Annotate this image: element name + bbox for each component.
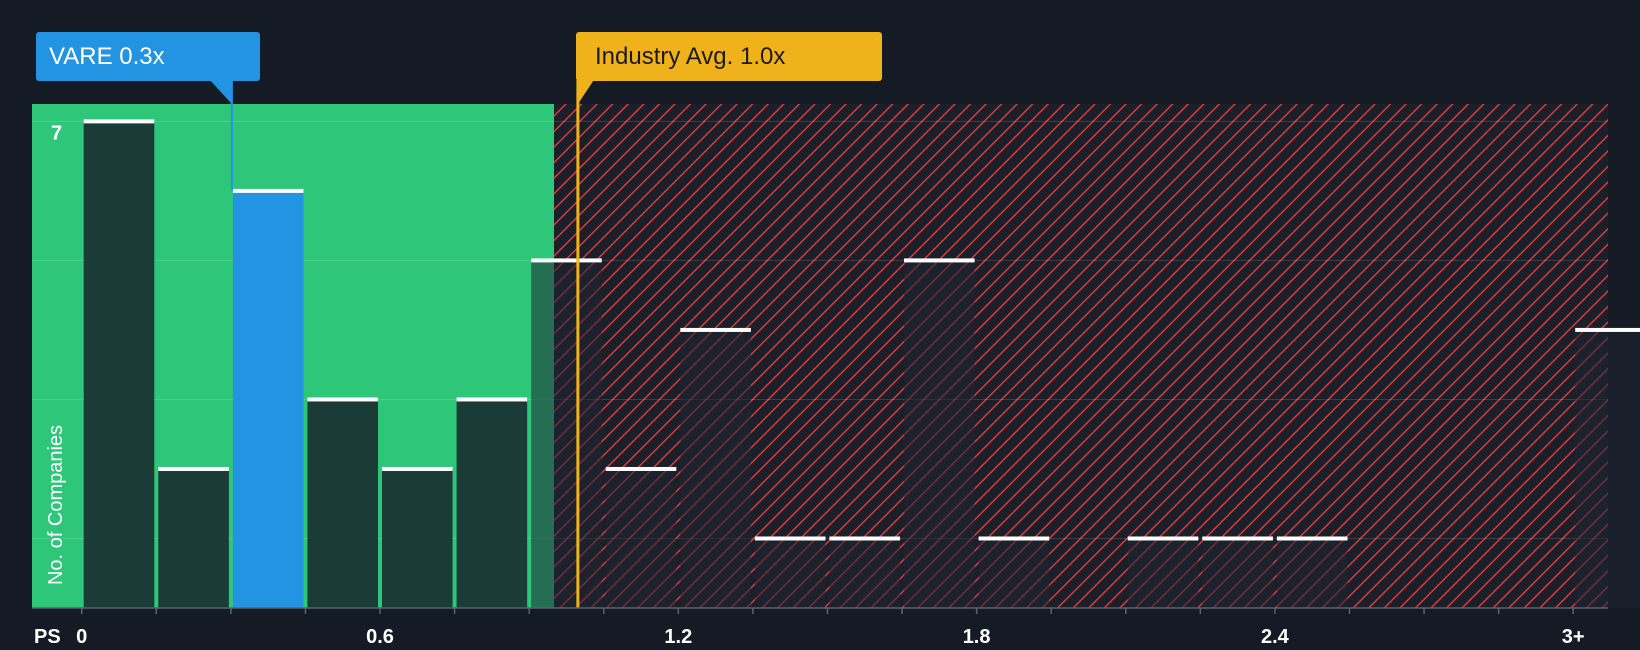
histogram-bar-10 (829, 538, 901, 608)
histogram-bar-6 (531, 260, 602, 608)
bar-cap-1 (158, 466, 229, 471)
bar-cap-11 (904, 258, 975, 263)
x-tick-label: 0 (76, 626, 87, 648)
bar-cap-6 (531, 258, 602, 263)
histogram-bar-3 (307, 399, 379, 608)
x-tick-label: 0.6 (366, 626, 394, 648)
industry-average-callout: Industry Avg. 1.0x (576, 32, 882, 81)
histogram-bar-16 (1276, 538, 1348, 608)
bar-cap-0 (83, 119, 155, 124)
histogram-bar-11 (904, 260, 975, 608)
bar-cap-14 (1127, 536, 1199, 541)
industry-callout-pointer (577, 80, 594, 104)
bar-cap-5 (456, 397, 528, 402)
bar-cap-3 (307, 397, 379, 402)
company-ps-callout: VARE 0.3x (36, 32, 260, 81)
histogram-bar-8 (680, 329, 751, 608)
bar-cap-12 (978, 536, 1050, 541)
histogram-bar-14 (1127, 538, 1199, 608)
x-tick-label: 2.4 (1261, 626, 1290, 648)
company-callout-pointer (209, 80, 232, 104)
histogram-bar-1 (158, 468, 229, 608)
x-tick-label: 1.8 (963, 626, 991, 648)
histogram-bar-4 (382, 468, 453, 608)
bar-cap-2 (232, 188, 304, 193)
histogram-bar-15 (1202, 538, 1273, 608)
bar-cap-15 (1202, 536, 1273, 541)
histogram-bar-12 (978, 538, 1050, 608)
x-axis-label: PS (34, 626, 61, 648)
bar-cap-20 (1575, 327, 1640, 332)
bar-cap-7 (605, 466, 677, 471)
company-bar (232, 190, 304, 608)
y-axis-label: No. of Companies (45, 425, 67, 585)
bar-cap-16 (1276, 536, 1348, 541)
histogram-bar-20 (1575, 329, 1640, 608)
histogram-bar-5 (456, 399, 528, 608)
bar-cap-4 (382, 466, 453, 471)
bar-cap-10 (829, 536, 901, 541)
bar-cap-9 (754, 536, 826, 541)
histogram-bar-7 (605, 468, 677, 608)
bar-cap-8 (680, 327, 751, 332)
histogram-bar-0 (83, 121, 155, 609)
y-tick-label: 7 (51, 122, 62, 144)
x-tick-label: 3+ (1562, 626, 1585, 648)
x-tick-label: 1.2 (664, 626, 692, 648)
histogram-bar-9 (754, 538, 826, 608)
